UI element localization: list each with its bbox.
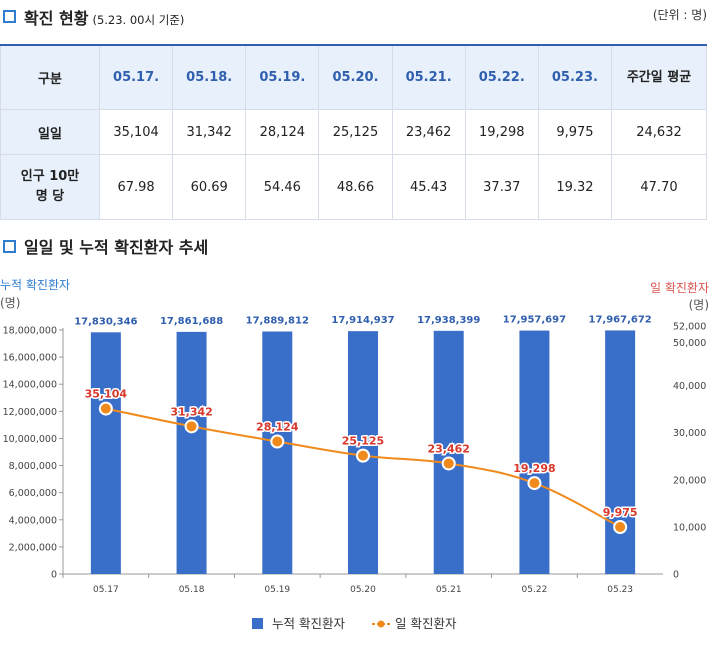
table-row: 인구 10만 명 당 67.98 60.69 54.46 48.66 45.43… [0, 154, 707, 220]
table-cell: 60.69 [172, 154, 247, 220]
bar [176, 331, 207, 574]
line-value-label: 9,975 [603, 506, 638, 519]
table-cell: 19.32 [537, 154, 613, 220]
bar-value-label: 17,830,346 [74, 316, 137, 327]
right-tick-label: 40,000 [673, 381, 706, 392]
table-header-cell: 주간일 평균 [611, 44, 707, 110]
right-tick-label: 50,000 [673, 338, 706, 349]
left-tick-label: 0 [51, 570, 57, 581]
right-tick-label: 20,000 [673, 475, 706, 486]
right-axis-unit: (명) [689, 298, 709, 312]
table-header-cell: 05.19. [245, 44, 320, 110]
table-cell: 31,342 [172, 109, 247, 155]
x-tick-label: 05.18 [179, 585, 205, 595]
section-square-icon [3, 10, 16, 23]
unit-label: (단위 : 명) [652, 8, 707, 22]
left-tick-label: 12,000,000 [3, 407, 57, 418]
line-point [356, 448, 370, 463]
line-value-label: 35,104 [85, 388, 128, 401]
line-value-label: 23,462 [427, 442, 469, 455]
left-tick-label: 6,000,000 [9, 488, 57, 499]
line-point [441, 456, 456, 471]
table-cell: 25,125 [318, 109, 393, 155]
bar-value-label: 17,889,812 [246, 315, 309, 326]
table-header-cell: 05.18. [172, 44, 247, 110]
table-cell: 23,462 [391, 109, 466, 155]
line-point [184, 419, 199, 434]
bar [605, 330, 636, 574]
line-value-label: 25,125 [342, 435, 384, 448]
table-cell: 9,975 [537, 109, 613, 155]
bar-value-label: 17,957,697 [503, 315, 566, 326]
bar-value-label: 17,914,937 [331, 315, 394, 326]
legend-line-marker [377, 620, 385, 628]
legend-bar-label: 누적 확진환자 [272, 616, 345, 631]
table-cell: 54.46 [245, 154, 320, 220]
right-tick-label: 0 [673, 570, 679, 581]
legend-line-label: 일 확진환자 [395, 616, 457, 631]
section-title-text: 확진 현황 [24, 9, 89, 28]
table-row-label: 일일 [0, 109, 100, 155]
x-tick-label: 05.20 [350, 585, 376, 595]
table-header-cell: 05.22. [464, 44, 539, 110]
table-cell: 35,104 [98, 109, 174, 155]
bar-value-label: 17,938,399 [417, 315, 480, 326]
x-tick-label: 05.17 [93, 585, 119, 595]
table-header-cell: 05.20. [318, 44, 393, 110]
table-cell: 37.37 [464, 154, 539, 220]
status-table: 구분 05.17. 05.18. 05.19. 05.20. 05.21. 05… [0, 44, 707, 220]
table-cell: 19,298 [464, 109, 539, 155]
table-header-cell: 05.17. [98, 44, 174, 110]
x-tick-label: 05.21 [436, 585, 462, 595]
left-tick-label: 14,000,000 [3, 380, 57, 391]
bar [90, 332, 121, 574]
line-value-label: 28,124 [256, 420, 299, 433]
bar-value-label: 17,967,672 [589, 314, 652, 325]
table-cell: 48.66 [318, 154, 393, 220]
table-cell: 67.98 [98, 154, 174, 220]
section-square-icon [3, 240, 16, 253]
bar [262, 331, 293, 574]
table-row: 일일 35,104 31,342 28,124 25,125 23,462 19… [0, 109, 707, 155]
section-subtitle: (5.23. 00시 기준) [92, 13, 185, 27]
table-header-cell: 구분 [0, 44, 100, 110]
left-tick-label: 10,000,000 [3, 434, 57, 445]
bar-value-label: 17,861,688 [160, 316, 223, 327]
section-title-status: 확진 현황 (5.23. 00시 기준) [24, 5, 184, 29]
table-header-cell: 05.23. [537, 44, 613, 110]
left-tick-label: 4,000,000 [9, 515, 57, 526]
line-point [613, 520, 628, 535]
legend-bar-swatch [252, 618, 263, 629]
left-tick-label: 2,000,000 [9, 542, 57, 553]
x-tick-label: 05.22 [522, 585, 548, 595]
table-cell: 47.70 [611, 154, 707, 220]
table-cell: 45.43 [391, 154, 466, 220]
left-tick-label: 16,000,000 [3, 353, 57, 364]
right-tick-label: 52,000 [673, 322, 706, 333]
line-point [98, 401, 113, 416]
table-header-cell: 05.21. [391, 44, 466, 110]
bar [433, 330, 464, 574]
line-point [527, 476, 542, 491]
trend-chart: 누적 확진환자 (명) 일 확진환자 (명) 0 2,000,000 4,000,000 6,… [0, 278, 709, 631]
table-header-row: 구분 05.17. 05.18. 05.19. 05.20. 05.21. 05… [0, 44, 707, 110]
table-cell: 24,632 [611, 109, 707, 155]
right-tick-label: 30,000 [673, 428, 706, 439]
section-title-trend: 일일 및 누적 확진환자 추세 [24, 238, 209, 257]
line-value-label: 31,342 [170, 405, 212, 418]
table-cell: 28,124 [245, 109, 320, 155]
x-tick-label: 05.23 [607, 585, 633, 595]
right-tick-label: 10,000 [673, 522, 706, 533]
right-axis-title: 일 확진환자 [650, 281, 709, 295]
line-point [270, 434, 285, 449]
bar [519, 330, 550, 574]
left-axis-title: 누적 확진환자 [0, 278, 70, 292]
left-tick-label: 8,000,000 [9, 461, 57, 472]
left-axis-unit: (명) [0, 296, 20, 310]
table-row-label: 인구 10만 명 당 [0, 154, 100, 220]
left-tick-label: 18,000,000 [3, 326, 57, 337]
x-tick-label: 05.19 [264, 585, 290, 595]
line-value-label: 19,298 [513, 462, 555, 475]
